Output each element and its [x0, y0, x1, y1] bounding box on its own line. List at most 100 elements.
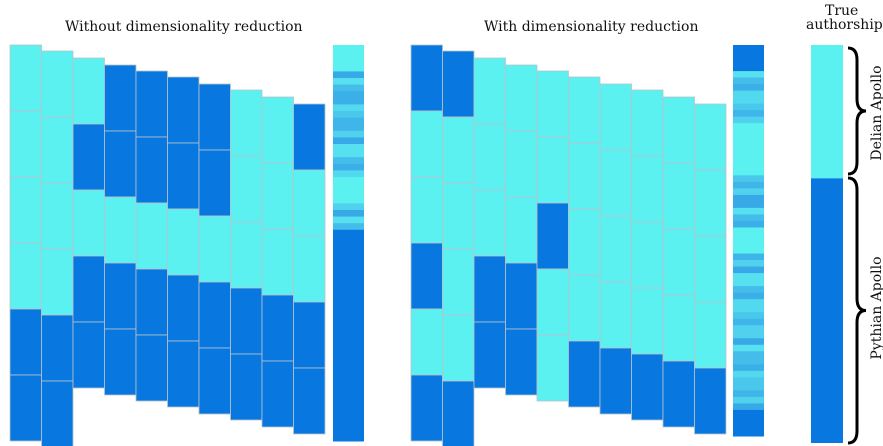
- without-dimensionality-reduction-cell-c2-r6: [41, 380, 74, 446]
- with-dimensionality-reduction-summary-bar-segment-14-4: [733, 403, 764, 411]
- without-dimensionality-reduction-cell-c7-r1: [198, 83, 231, 151]
- with-dimensionality-reduction-summary-bar-segment-9-3: [733, 266, 764, 274]
- with-dimensionality-reduction-summary-bar-segment-6-1: [733, 175, 764, 183]
- with-dimensionality-reduction-cell-c9-r2: [662, 162, 695, 230]
- without-dimensionality-reduction-cell-c5-r4: [135, 268, 168, 336]
- with-dimensionality-reduction-cell-c8-r2: [631, 155, 664, 223]
- without-dimensionality-reduction-cell-c7-r3: [198, 215, 231, 283]
- with-dimensionality-reduction-summary-bar-segment-10-3: [733, 292, 764, 300]
- with-dimensionality-reduction-summary-bar-segment-2-3: [733, 84, 764, 92]
- with-dimensionality-reduction-summary-bar-segment-11-4: [733, 325, 764, 333]
- with-dimensionality-reduction-summary-bar-segment-13-1: [733, 357, 764, 365]
- without-dimensionality-reduction-cell-c5-r1: [135, 70, 168, 138]
- with-dimensionality-reduction-cell-c6-r4: [568, 274, 601, 342]
- without-dimensionality-reduction-summary-bar-segment-7-4: [333, 223, 364, 231]
- without-dimensionality-reduction-cell-c1-r5: [9, 308, 42, 376]
- with-dimensionality-reduction-cell-c1-r2: [410, 110, 443, 178]
- with-dimensionality-reduction-summary-bar-segment-9-2: [733, 260, 764, 268]
- without-dimensionality-reduction-cell-c10-r3: [293, 235, 326, 303]
- without-dimensionality-reduction-cell-c1-r4: [9, 242, 42, 310]
- without-dimensionality-reduction-cell-c3-r2: [72, 123, 105, 191]
- with-dimensionality-reduction-cell-c9-r4: [662, 294, 695, 362]
- with-dimensionality-reduction-cell-c6-r1: [568, 76, 601, 144]
- without-dimensionality-reduction-summary-bar-segment-8: [333, 229, 364, 257]
- with-dimensionality-reduction-cell-c8-r1: [631, 89, 664, 157]
- with-dimensionality-reduction-summary-bar-segment-12-1: [733, 331, 764, 339]
- without-dimensionality-reduction-cell-c10-r2: [293, 169, 326, 237]
- with-dimensionality-reduction-cell-c4-r4: [505, 262, 538, 330]
- with-dimensionality-reduction-summary-bar-segment-11-3: [733, 318, 764, 326]
- with-dimensionality-reduction-summary-bar-segment-9-4: [733, 273, 764, 281]
- without-dimensionality-reduction-summary-bar-segment-11: [333, 309, 364, 336]
- with-dimensionality-reduction-summary-bar-segment-3-4: [733, 116, 764, 124]
- without-dimensionality-reduction-cell-c2-r5: [41, 314, 74, 382]
- with-dimensionality-reduction-cell-c3-r3: [473, 189, 506, 257]
- with-dimensionality-reduction-cell-c5-r2: [536, 136, 569, 204]
- without-dimensionality-reduction-summary-bar-segment-12: [333, 335, 364, 363]
- with-dimensionality-reduction-cell-c6-r5: [568, 340, 601, 408]
- without-dimensionality-reduction-summary-bar-segment-13: [333, 361, 364, 389]
- without-dimensionality-reduction-cell-c3-r3: [72, 189, 105, 257]
- with-dimensionality-reduction-cell-c7-r1: [599, 83, 632, 151]
- with-dimensionality-reduction-cell-c4-r2: [505, 130, 538, 198]
- with-dimensionality-reduction-cell-c1-r5: [410, 308, 443, 376]
- without-dimensionality-reduction-summary-bar-segment-7-2: [333, 210, 364, 218]
- without-dimensionality-reduction-summary-bar-segment-2-4: [333, 91, 364, 99]
- with-dimensionality-reduction-cell-c1-r1: [410, 44, 443, 112]
- without-dimensionality-reduction-summary-bar-segment-4-1: [333, 124, 364, 132]
- without-dimensionality-reduction-cell-c10-r5: [293, 367, 326, 435]
- without-dimensionality-reduction-summary-bar-segment-15: [333, 414, 364, 442]
- without-dimensionality-reduction-summary-bar-segment-6: [333, 177, 364, 204]
- without-dimensionality-reduction-summary-bar-segment-3-4: [333, 117, 364, 125]
- true-authorship-title-line2: authorship: [806, 17, 883, 33]
- without-dimensionality-reduction-cell-c2-r2: [41, 116, 74, 184]
- with-dimensionality-reduction-summary-bar-segment-2-4: [733, 90, 764, 98]
- with-dimensionality-reduction-summary-bar-segment-13-3: [733, 370, 764, 378]
- with-dimensionality-reduction-cell-c5-r5: [536, 334, 569, 402]
- left-panel-title: Without dimensionality reduction: [65, 19, 303, 35]
- without-dimensionality-reduction-cell-c4-r4: [104, 262, 137, 330]
- with-dimensionality-reduction-summary-bar-segment-12-3: [733, 344, 764, 352]
- without-dimensionality-reduction-cell-c3-r5: [72, 321, 105, 389]
- with-dimensionality-reduction-cell-c4-r3: [505, 196, 538, 264]
- with-dimensionality-reduction-cell-c10-r3: [694, 235, 727, 303]
- with-dimensionality-reduction-cell-c7-r2: [599, 149, 632, 217]
- true-authorship-delian-segment: [811, 45, 843, 179]
- with-dimensionality-reduction-summary-bar-segment-8: [733, 227, 764, 255]
- pythian-apollo-brace: [847, 176, 867, 445]
- without-dimensionality-reduction-cell-c2-r4: [41, 248, 74, 316]
- with-dimensionality-reduction-cell-c6-r2: [568, 142, 601, 210]
- with-dimensionality-reduction-summary-bar-segment-12-2: [733, 338, 764, 346]
- with-dimensionality-reduction-summary-bar-segment-7-3: [733, 214, 764, 222]
- without-dimensionality-reduction-summary-bar-segment-3-3: [333, 111, 364, 119]
- with-dimensionality-reduction-cell-c9-r1: [662, 96, 695, 164]
- without-dimensionality-reduction-cell-c9-r1: [261, 96, 294, 164]
- with-dimensionality-reduction-cell-c6-r3: [568, 208, 601, 276]
- without-dimensionality-reduction-summary-bar-segment-5-4: [333, 170, 364, 178]
- right-panel-title: With dimensionality reduction: [484, 19, 699, 35]
- with-dimensionality-reduction-summary-bar-segment-11-2: [733, 312, 764, 320]
- without-dimensionality-reduction-summary-bar-segment-14: [333, 388, 364, 416]
- with-dimensionality-reduction-summary-bar-segment-10-2: [733, 286, 764, 294]
- with-dimensionality-reduction-summary-bar-segment-6-4: [733, 194, 764, 202]
- with-dimensionality-reduction-summary-bar-segment-15: [733, 409, 764, 437]
- delian-apollo-brace: [847, 46, 867, 176]
- without-dimensionality-reduction-cell-c6-r4: [167, 274, 200, 342]
- with-dimensionality-reduction-summary-bar-segment-14-2: [733, 390, 764, 398]
- with-dimensionality-reduction-cell-c3-r1: [473, 57, 506, 125]
- with-dimensionality-reduction-cell-c5-r4: [536, 268, 569, 336]
- with-dimensionality-reduction-summary-bar-segment-12-4: [733, 351, 764, 359]
- with-dimensionality-reduction-cell-c1-r6: [410, 374, 443, 442]
- with-dimensionality-reduction-cell-c4-r1: [505, 64, 538, 132]
- with-dimensionality-reduction-cell-c2-r3: [442, 182, 475, 250]
- without-dimensionality-reduction-cell-c7-r4: [198, 281, 231, 349]
- without-dimensionality-reduction-cell-c9-r4: [261, 294, 294, 362]
- without-dimensionality-reduction-cell-c4-r2: [104, 130, 137, 198]
- with-dimensionality-reduction-cell-c2-r2: [442, 116, 475, 184]
- without-dimensionality-reduction-cell-c8-r1: [230, 89, 263, 157]
- with-dimensionality-reduction-cell-c10-r2: [694, 169, 727, 237]
- delian-apollo-label: Delian Apollo: [869, 65, 883, 161]
- without-dimensionality-reduction-cell-c4-r5: [104, 328, 137, 396]
- without-dimensionality-reduction-summary-bar-segment-5-1: [333, 150, 364, 158]
- without-dimensionality-reduction-cell-c9-r5: [261, 360, 294, 428]
